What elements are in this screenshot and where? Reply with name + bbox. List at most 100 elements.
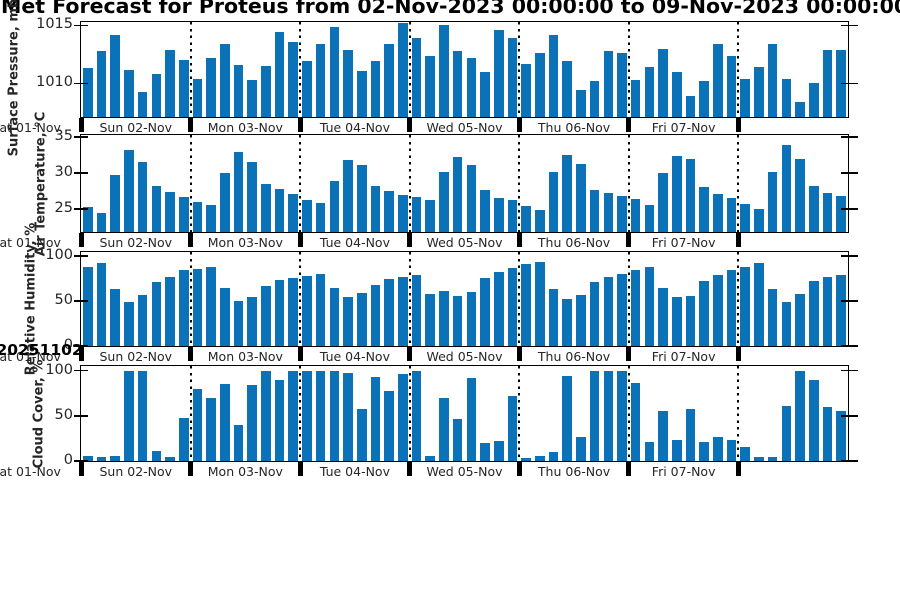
x-axis-day-label: Mon 03-Nov [207, 120, 283, 135]
surface-pressure-bar [740, 78, 751, 117]
air-temperature-bar [288, 193, 299, 232]
surface-pressure-bar [315, 44, 326, 117]
cloud-cover-bar [96, 457, 107, 461]
day-boundary-tick [188, 118, 194, 132]
cloud-cover-bar [699, 442, 709, 461]
relative-humidity-bar [398, 276, 408, 346]
cloud-cover-bar [425, 456, 436, 461]
day-boundary-tick [735, 347, 741, 361]
surface-pressure-bar [247, 79, 257, 117]
day-boundary-tick [735, 118, 741, 132]
cloud-cover-bar [822, 406, 833, 461]
cloud-cover-bar [644, 442, 655, 461]
relative-humidity-bar [480, 277, 490, 346]
relative-humidity-bar [603, 276, 614, 346]
air-temperature-bar [329, 180, 340, 232]
cloud-cover-bar [507, 395, 518, 461]
air-temperature-bar [822, 193, 833, 232]
cloud-cover-bar [151, 451, 162, 461]
x-axis-day-label: Wed 05-Nov [426, 235, 503, 250]
x-axis-day-label: Fri 07-Nov [651, 120, 716, 135]
day-boundary-tick [78, 118, 84, 132]
air-temperature-left-tick [74, 208, 88, 210]
surface-pressure-left-tick [74, 24, 88, 27]
surface-pressure-bar [137, 91, 148, 117]
cloud-cover-bar [384, 391, 394, 461]
cloud-cover-bar [685, 409, 696, 461]
x-axis-left-edge-label: Sat 01-Nov [0, 349, 61, 364]
relative-humidity-right-tick [841, 255, 858, 257]
day-separator-dotted-line [737, 366, 740, 461]
cloud-cover-bar [124, 370, 134, 461]
cloud-cover-bar [630, 383, 641, 461]
air-temperature-ytick-label: 30 [54, 164, 73, 181]
relative-humidity-left-tick [74, 345, 88, 347]
air-temperature-bar [493, 197, 504, 232]
x-axis-day-label: Wed 05-Nov [426, 349, 503, 364]
relative-humidity-bar [466, 292, 477, 346]
relative-humidity-bar [411, 274, 422, 346]
cloud-cover-bar [343, 373, 353, 461]
day-separator-dotted-line [627, 22, 630, 117]
air-temperature-bar [370, 186, 381, 232]
surface-pressure-bar [110, 34, 121, 117]
surface-pressure-bar [466, 57, 477, 117]
cloud-cover-bar [220, 384, 230, 461]
x-axis-left-edge-label: Sat 01-Nov [0, 464, 61, 479]
surface-pressure-bar [671, 71, 682, 117]
air-temperature-bar [630, 198, 641, 232]
surface-pressure-bar [151, 74, 162, 117]
air-temperature-bar [96, 212, 107, 232]
air-temperature-bar [767, 171, 778, 232]
cloud-cover-bar [795, 370, 805, 461]
cloud-cover-bar [562, 375, 573, 461]
air-temperature-bar [644, 204, 655, 232]
surface-pressure-bar [535, 53, 545, 117]
surface-pressure-bar [726, 55, 737, 117]
day-separator-dotted-line [189, 366, 192, 461]
relative-humidity-bar [836, 274, 846, 346]
day-separator-dotted-line [189, 252, 192, 346]
air-temperature-bar [795, 159, 805, 232]
relative-humidity-right-tick [841, 300, 858, 302]
cloud-cover-bar [439, 397, 449, 461]
day-separator-dotted-line [737, 252, 740, 346]
relative-humidity-bar [535, 262, 545, 346]
day-separator-dotted-line [737, 135, 740, 232]
cloud-cover-ytick-label: 100 [45, 361, 73, 378]
cloud-cover-right-tick [841, 460, 858, 462]
air-temperature-bar [480, 189, 490, 232]
relative-humidity-ytick-label: 50 [54, 292, 73, 309]
air-temperature-bar [617, 196, 627, 232]
relative-humidity-bar [96, 263, 107, 346]
x-axis-left-edge-label: Sat 01-Nov [0, 120, 61, 135]
cloud-cover-bar [452, 419, 463, 461]
cloud-cover-bar [274, 379, 285, 461]
relative-humidity-bar [110, 289, 121, 346]
air-temperature-left-tick [74, 136, 88, 138]
surface-pressure-bar [302, 61, 312, 117]
relative-humidity-bar [384, 279, 394, 346]
cloud-cover-bar [315, 370, 326, 461]
surface-pressure-bar [795, 101, 805, 117]
cloud-cover-bar [247, 385, 257, 461]
day-separator-dotted-line [408, 22, 411, 117]
cloud-cover-bar [137, 370, 148, 461]
cloud-cover-bar [398, 374, 408, 461]
surface-pressure-bar [562, 61, 573, 117]
day-boundary-tick [78, 233, 84, 247]
cloud-cover-bar [411, 370, 422, 461]
day-boundary-tick [188, 347, 194, 361]
relative-humidity-bar [178, 270, 189, 346]
cloud-cover-bar [781, 405, 792, 461]
air-temperature-bar [178, 196, 189, 232]
day-boundary-tick [188, 462, 194, 476]
surface-pressure-bar [767, 44, 778, 117]
air-temperature-bar [233, 152, 244, 232]
day-boundary-tick [516, 462, 522, 476]
surface-pressure-bar [548, 34, 559, 117]
air-temperature-bar [110, 175, 121, 232]
x-axis-day-label: Mon 03-Nov [207, 349, 283, 364]
cloud-cover-bar [233, 424, 244, 461]
cloud-cover-bar [589, 370, 600, 461]
